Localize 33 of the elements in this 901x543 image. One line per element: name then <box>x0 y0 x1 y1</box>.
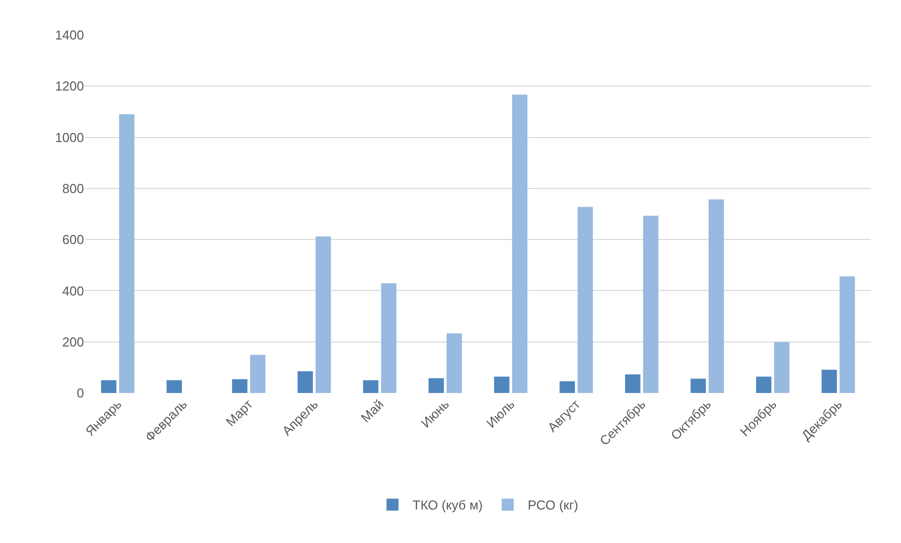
legend-label: ТКО (куб м) <box>412 498 483 513</box>
y-tick-label: 1000 <box>55 130 84 145</box>
bar <box>578 206 593 393</box>
bar <box>756 376 772 393</box>
legend-label: РСО (кг) <box>528 498 578 513</box>
bar <box>298 371 313 393</box>
bar <box>363 380 378 393</box>
y-tick-label: 1200 <box>55 78 84 94</box>
y-tick-label: 600 <box>62 232 84 248</box>
bar <box>316 236 331 393</box>
bar <box>119 114 134 393</box>
y-tick-label: 400 <box>62 283 84 298</box>
bar <box>822 370 837 393</box>
y-tick-label: 800 <box>62 180 84 196</box>
bar <box>708 199 724 393</box>
bar <box>690 378 706 393</box>
y-tick-label: 1400 <box>55 28 84 43</box>
bar <box>250 354 266 393</box>
bar <box>494 376 510 393</box>
bar <box>840 276 855 393</box>
bar <box>428 378 444 393</box>
bar <box>512 94 528 393</box>
bar <box>232 379 248 393</box>
bar <box>166 380 182 393</box>
bar <box>101 380 116 393</box>
bar <box>560 381 575 393</box>
y-tick-label: 200 <box>62 334 84 350</box>
bar <box>643 216 658 393</box>
y-tick-label: 0 <box>76 386 84 401</box>
bar <box>774 342 790 393</box>
bar <box>381 283 396 393</box>
bar <box>625 374 640 393</box>
bar <box>446 333 462 393</box>
